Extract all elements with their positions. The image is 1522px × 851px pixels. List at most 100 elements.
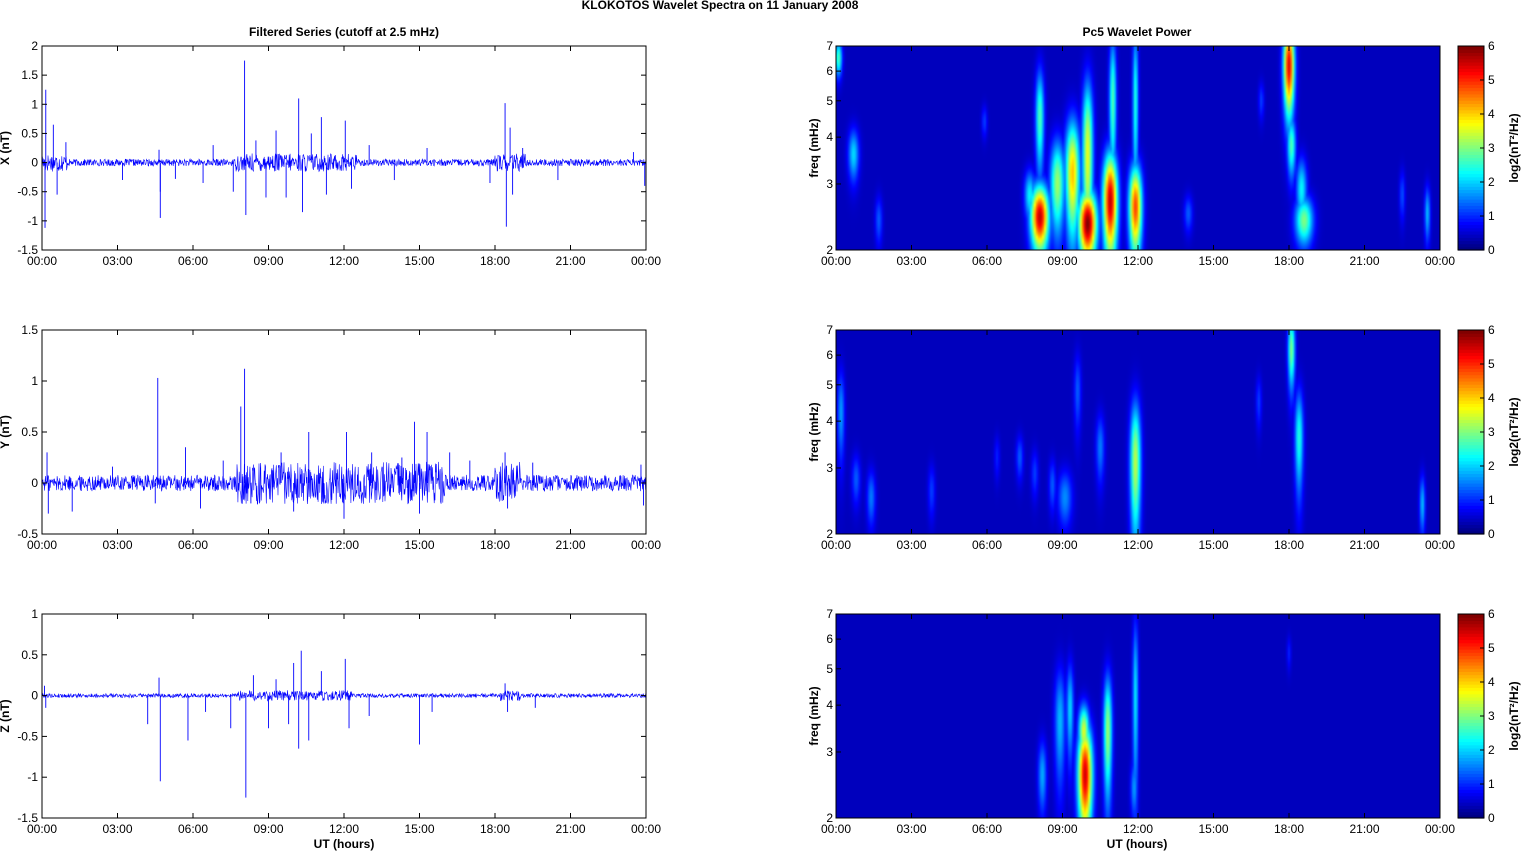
- colorbar-segment: [1458, 444, 1484, 449]
- colorbar-segment: [1458, 199, 1484, 203]
- colorbar-segment: [1458, 744, 1484, 749]
- colorbar-segment: [1458, 246, 1484, 251]
- colorbar-segment: [1458, 451, 1484, 455]
- colorbar-segment: [1458, 779, 1484, 784]
- colorbar-segment: [1458, 396, 1484, 401]
- x-tick-label: 03:00: [896, 254, 926, 268]
- y-axis-label: freq (mHz): [807, 402, 821, 461]
- x-tick-label: 00:00: [27, 538, 57, 552]
- colorbar-segment: [1458, 441, 1484, 446]
- colorbar-segment: [1458, 243, 1484, 248]
- colorbar-segment: [1458, 754, 1484, 759]
- y-tick-label: 5: [826, 94, 833, 108]
- colorbar-tick-label: 3: [1488, 141, 1495, 155]
- colorbar-tick-label: 6: [1488, 607, 1495, 621]
- colorbar-segment: [1458, 671, 1484, 676]
- x-tick-label: 03:00: [896, 538, 926, 552]
- colorbar-segment: [1458, 798, 1484, 803]
- left-x-axis-label: UT (hours): [314, 837, 375, 851]
- colorbar-segment: [1458, 71, 1484, 76]
- colorbar-segment: [1458, 81, 1484, 85]
- colorbar-segment: [1458, 808, 1484, 813]
- colorbar-segment: [1458, 237, 1484, 242]
- colorbar-segment: [1458, 163, 1484, 168]
- colorbar-segment: [1458, 352, 1484, 357]
- colorbar-tick-label: 6: [1488, 323, 1495, 337]
- y-tick-label: 2: [826, 811, 833, 825]
- colorbar-segment: [1458, 741, 1484, 746]
- colorbar-segment: [1458, 403, 1484, 408]
- colorbar-segment: [1458, 690, 1484, 695]
- colorbar-segment: [1458, 179, 1484, 184]
- colorbar: 0 1 2 3 4 5 6 log2(nT²/Hz): [1457, 323, 1521, 541]
- colorbar-segment: [1458, 412, 1484, 417]
- colorbar-tick-label: 3: [1488, 425, 1495, 439]
- colorbar-segment: [1458, 680, 1484, 685]
- colorbar-segment: [1458, 77, 1484, 82]
- colorbar-segment: [1458, 49, 1484, 53]
- colorbar-segment: [1458, 227, 1484, 232]
- colorbar-segment: [1458, 700, 1484, 704]
- x-tick-label: 21:00: [1349, 538, 1379, 552]
- colorbar-segment: [1458, 460, 1484, 465]
- y-tick-label: 0.5: [21, 126, 38, 140]
- colorbar-segment: [1458, 173, 1484, 178]
- colorbar-segment: [1458, 786, 1484, 790]
- colorbar-segment: [1458, 211, 1484, 216]
- colorbar-segment: [1458, 100, 1484, 104]
- colorbar-segment: [1458, 773, 1484, 778]
- colorbar-segment: [1458, 106, 1484, 111]
- colorbar-segment: [1458, 508, 1484, 513]
- colorbar-segment: [1458, 629, 1484, 634]
- colorbar-segment: [1458, 345, 1484, 350]
- colorbar-tick-label: 1: [1488, 493, 1495, 507]
- x-tick-label: 15:00: [1198, 538, 1228, 552]
- x-tick-label: 09:00: [253, 538, 283, 552]
- colorbar-segment: [1458, 406, 1484, 411]
- colorbar-segment: [1458, 463, 1484, 468]
- colorbar-segment: [1458, 409, 1484, 414]
- y-tick-label: 1: [31, 374, 38, 388]
- y-tick-label: 2: [826, 243, 833, 257]
- colorbar-segment: [1458, 368, 1484, 373]
- x-tick-label: 06:00: [178, 538, 208, 552]
- y-tick-label: 3: [826, 745, 833, 759]
- colorbar-tick-label: 2: [1488, 743, 1495, 757]
- colorbar-segment: [1458, 189, 1484, 194]
- colorbar-segment: [1458, 454, 1484, 459]
- colorbar-segment: [1458, 473, 1484, 478]
- colorbar-segment: [1458, 735, 1484, 739]
- y-tick-label: 1.5: [21, 323, 38, 337]
- colorbar-segment: [1458, 728, 1484, 733]
- y-axis-label: Z (nT): [0, 699, 12, 732]
- colorbar-segment: [1458, 141, 1484, 146]
- x-tick-label: 06:00: [178, 254, 208, 268]
- colorbar-segment: [1458, 521, 1484, 526]
- colorbar-segment: [1458, 802, 1484, 806]
- colorbar-segment: [1458, 795, 1484, 800]
- y-tick-label: 7: [826, 39, 833, 53]
- colorbar-segment: [1458, 776, 1484, 781]
- x-tick-label: 00:00: [1425, 538, 1455, 552]
- colorbar-segment: [1458, 74, 1484, 79]
- colorbar-label: log2(nT²/Hz): [1507, 397, 1521, 466]
- colorbar-label: log2(nT²/Hz): [1507, 113, 1521, 182]
- colorbar-segment: [1458, 757, 1484, 762]
- x-tick-label: 00:00: [821, 254, 851, 268]
- colorbar-segment: [1458, 665, 1484, 669]
- colorbar-segment: [1458, 144, 1484, 149]
- colorbar-tick-label: 0: [1488, 243, 1495, 257]
- colorbar-segment: [1458, 425, 1484, 430]
- y-tick-label: -0.5: [17, 185, 38, 199]
- x-tick-label: 00:00: [27, 822, 57, 836]
- x-tick-label: 09:00: [1047, 538, 1077, 552]
- colorbar-segment: [1458, 221, 1484, 226]
- colorbar-segment: [1458, 355, 1484, 360]
- colorbar-segment: [1458, 208, 1484, 213]
- colorbar-segment: [1458, 518, 1484, 522]
- colorbar-segment: [1458, 240, 1484, 245]
- x-tick-label: 09:00: [1047, 822, 1077, 836]
- colorbar-segment: [1458, 642, 1484, 647]
- wavelet-heatmap: [836, 330, 1440, 534]
- x-tick-label: 21:00: [555, 538, 585, 552]
